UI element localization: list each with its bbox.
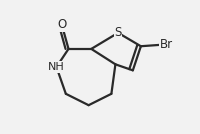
Text: S: S	[114, 26, 122, 39]
Text: Br: Br	[160, 38, 173, 51]
Text: O: O	[57, 18, 66, 31]
Text: NH: NH	[48, 62, 65, 72]
